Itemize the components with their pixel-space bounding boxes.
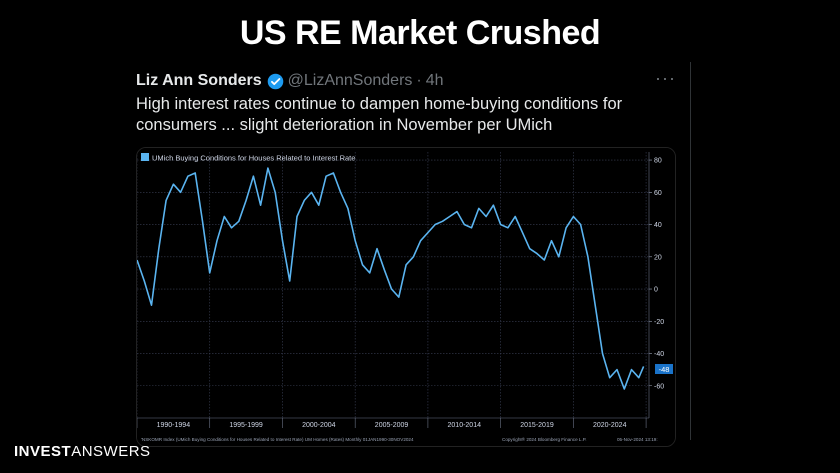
tweet-divider	[690, 62, 691, 440]
author-name[interactable]: Liz Ann Sonders	[136, 72, 262, 89]
brand-bold: INVEST	[14, 443, 72, 460]
legend-swatch	[141, 153, 149, 161]
meta-separator: ·	[416, 72, 422, 89]
last-value-label: -48	[659, 365, 670, 374]
y-tick-label: -40	[654, 351, 664, 358]
tweet-header: Liz Ann Sonders @LizAnnSonders · 4h	[136, 70, 444, 92]
x-tick-label: 2015-2019	[520, 422, 554, 429]
x-tick-label: 2020-2024	[593, 422, 627, 429]
brand-light: ANSWERS	[71, 443, 151, 460]
chart-image[interactable]: 80 60 40 20 0 -20 -40 -60 1990-1994 1995-1999 2000…	[136, 147, 676, 447]
slide-title: US RE Market Crushed	[239, 14, 601, 52]
more-options-icon[interactable]: ···	[655, 68, 676, 88]
chart-title: UMich Buying Conditions for Houses Relat…	[152, 154, 355, 163]
chart-footer-copyright: Copyright® 2024 Bloomberg Finance L.P.	[502, 436, 587, 442]
y-tick-label: -20	[654, 319, 664, 326]
last-value-box	[655, 364, 673, 374]
chart-svg: 80 60 40 20 0 -20 -40 -60 1990-1994 1995-1999 2000…	[137, 148, 675, 446]
chart-footer-source: 'NSKOMR Index (UMich Buying Conditions f…	[141, 437, 414, 442]
x-tick-label: 2010-2014	[448, 422, 482, 429]
x-tick-label: 2000-2004	[302, 422, 336, 429]
y-tick-label: 0	[654, 287, 658, 294]
y-tick-label: -60	[654, 383, 664, 390]
tweet-age[interactable]: 4h	[425, 72, 444, 89]
y-tick-label: 40	[654, 222, 662, 229]
chart-ticks: 80 60 40 20 0 -20 -40 -60 1990-1994 1995-1999 2000…	[157, 158, 665, 429]
x-tick-label: 1995-1999	[229, 422, 263, 429]
x-tick-label: 1990-1994	[157, 422, 191, 429]
y-tick-label: 80	[654, 158, 662, 165]
verified-badge-icon	[267, 73, 283, 89]
tweet-text: High interest rates continue to dampen h…	[136, 95, 623, 134]
series-line	[137, 167, 645, 390]
y-tick-label: 20	[654, 254, 662, 261]
brand-logo: INVESTANSWERS	[14, 443, 151, 460]
chart-background	[137, 148, 675, 446]
author-handle[interactable]: @LizAnnSonders	[287, 72, 413, 89]
chart-grid	[137, 152, 652, 428]
y-tick-label: 60	[654, 190, 662, 197]
x-tick-label: 2005-2009	[375, 422, 409, 429]
chart-footer-date: 05-Nov-2024 13:19:	[617, 437, 658, 442]
